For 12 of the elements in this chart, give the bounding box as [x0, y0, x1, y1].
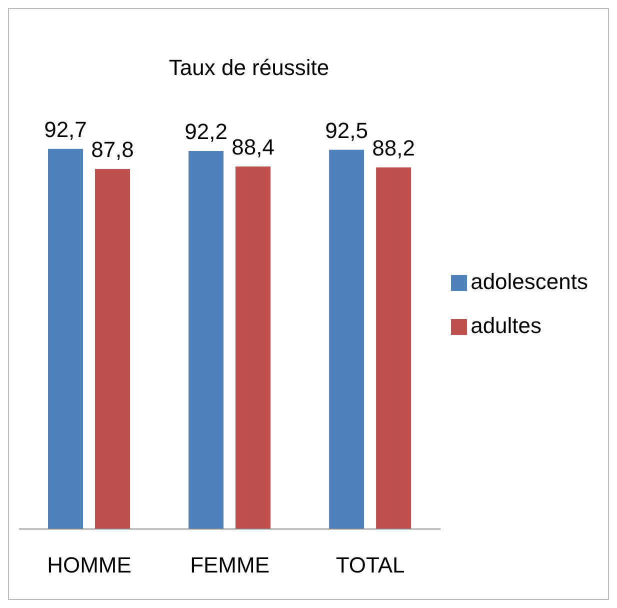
x-tick-label: TOTAL: [336, 552, 405, 578]
data-label: 88,2: [372, 135, 415, 160]
x-tick-label: FEMME: [190, 552, 270, 578]
data-label: 87,8: [91, 137, 134, 162]
data-label: 92,2: [184, 118, 228, 144]
chart-title: Taux de réussite: [168, 55, 330, 81]
x-tick-label: HOMME: [47, 552, 132, 578]
data-label: 92,7: [44, 116, 87, 142]
legend-label: adolescents: [470, 269, 588, 294]
legend-label: adultes: [470, 313, 542, 338]
data-label: 88,4: [232, 134, 274, 160]
data-label: 92,5: [325, 118, 368, 143]
